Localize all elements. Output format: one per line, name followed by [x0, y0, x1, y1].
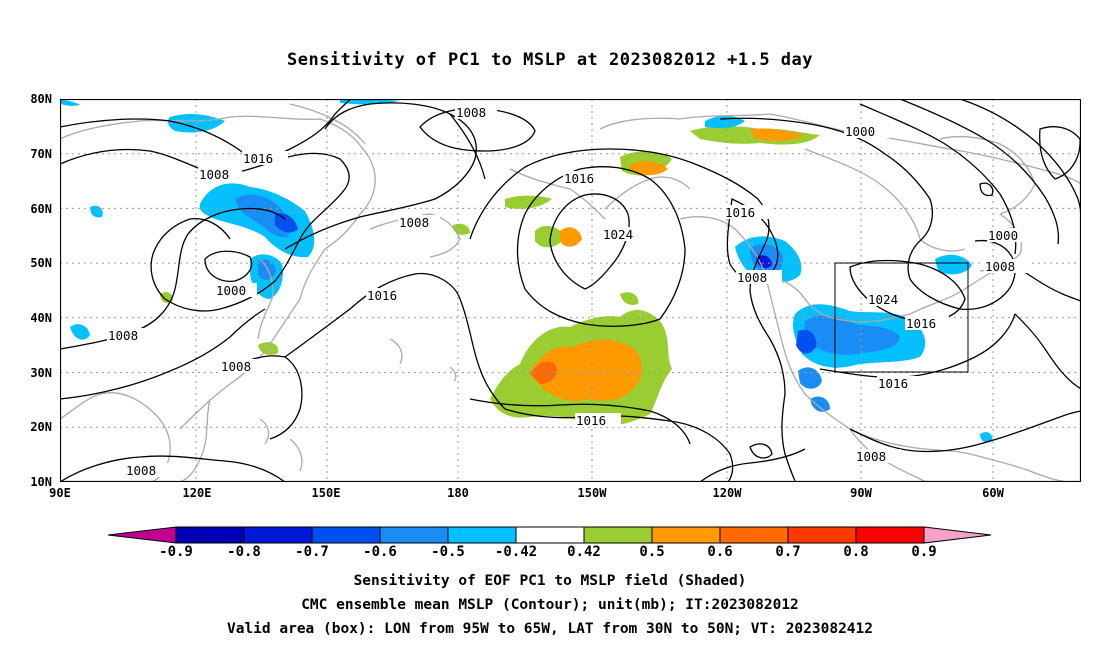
map-title: Sensitivity of PC1 to MSLP at 2023082012… — [286, 50, 813, 70]
contour-label: 1008 — [108, 328, 138, 343]
lon-label-90w: 90W — [850, 486, 872, 500]
colorbar-swatch — [651, 526, 721, 544]
lat-label-70n: 70N — [30, 147, 52, 161]
lon-label-120w: 120W — [712, 486, 742, 500]
colorbar-swatch — [583, 526, 653, 544]
lat-label-50n: 50N — [30, 256, 52, 270]
lon-label-180: 180 — [447, 486, 469, 500]
colorbar-swatch — [515, 526, 585, 544]
colorbar-label: 0.8 — [843, 544, 869, 560]
colorbar-label: 0.9 — [911, 544, 937, 560]
colorbar-label: -0.5 — [431, 544, 465, 560]
colorbar-high-arrow — [923, 526, 992, 544]
colorbar-swatch — [719, 526, 789, 544]
mslp-contours — [60, 99, 1081, 482]
contour-label: 1008 — [856, 449, 886, 464]
contour-label: 1016 — [878, 376, 908, 391]
colorbar-label: -0.8 — [227, 544, 261, 560]
colorbar-label: 0.5 — [639, 544, 665, 560]
contour-label: 1008 — [221, 359, 251, 374]
colorbar-swatch — [379, 526, 449, 544]
contour-label: 1008 — [456, 105, 486, 120]
colorbar-label: -0.9 — [159, 544, 193, 560]
contour-label: 1000 — [988, 228, 1018, 243]
contour-label: 1008 — [199, 167, 229, 182]
colorbar-low-arrow — [108, 526, 177, 544]
contour-label: 1000 — [216, 283, 246, 298]
lon-label-150e: 150E — [311, 486, 341, 500]
contour-label: 1008 — [985, 259, 1015, 274]
lat-label-60n: 60N — [30, 202, 52, 216]
colorbar-swatch — [787, 526, 857, 544]
contour-label: 1016 — [906, 316, 936, 331]
colorbar-label: 0.6 — [707, 544, 733, 560]
lon-label-60w: 60W — [982, 486, 1004, 500]
lon-label-150w: 150W — [577, 486, 607, 500]
lat-label-80n: 80N — [30, 92, 52, 106]
contour-label: 1016 — [243, 151, 273, 166]
colorbar-swatch — [175, 526, 245, 544]
lon-label-120e: 120E — [182, 486, 212, 500]
colorbar-swatch — [447, 526, 517, 544]
contour-labels: 1008 1016 1008 1016 1008 1000 1008 1008 … — [107, 105, 1031, 478]
colorbar-swatch — [311, 526, 381, 544]
contour-label: 1024 — [868, 292, 898, 307]
colorbar-label: 0.42 — [567, 544, 601, 560]
lat-label-20n: 20N — [30, 420, 52, 434]
caption-line-3: Valid area (box): LON from 95W to 65W, L… — [226, 621, 873, 637]
colorbar-swatch — [243, 526, 313, 544]
positive-sensitivity-shading — [160, 126, 820, 426]
contour-label: 1024 — [603, 227, 633, 242]
caption-line-2: CMC ensemble mean MSLP (Contour); unit(m… — [301, 597, 799, 613]
map-frame — [60, 99, 1081, 482]
colorbar-label: -0.42 — [494, 544, 538, 560]
contour-label: 1008 — [399, 215, 429, 230]
caption-line-1: Sensitivity of EOF PC1 to MSLP field (Sh… — [353, 573, 747, 589]
colorbar-label: 0.7 — [775, 544, 801, 560]
lat-label-30n: 30N — [30, 366, 52, 380]
lat-label-10n: 10N — [30, 475, 52, 489]
valid-area-box — [834, 262, 969, 373]
colorbar-swatch — [855, 526, 925, 544]
contour-label: 1016 — [367, 288, 397, 303]
contour-label: 1000 — [845, 124, 875, 139]
lon-label-90e: 90E — [49, 486, 71, 500]
lat-label-40n: 40N — [30, 311, 52, 325]
sensitivity-map: 1008 1016 1008 1016 1008 1000 1008 1008 … — [60, 99, 1081, 482]
contour-label: 1008 — [737, 270, 767, 285]
colorbar-label: -0.7 — [295, 544, 329, 560]
contour-label: 1016 — [564, 171, 594, 186]
contour-label: 1016 — [576, 413, 606, 428]
contour-label: 1016 — [725, 205, 755, 220]
colorbar — [108, 526, 992, 544]
contour-label: 1008 — [126, 463, 156, 478]
colorbar-label: -0.6 — [363, 544, 397, 560]
